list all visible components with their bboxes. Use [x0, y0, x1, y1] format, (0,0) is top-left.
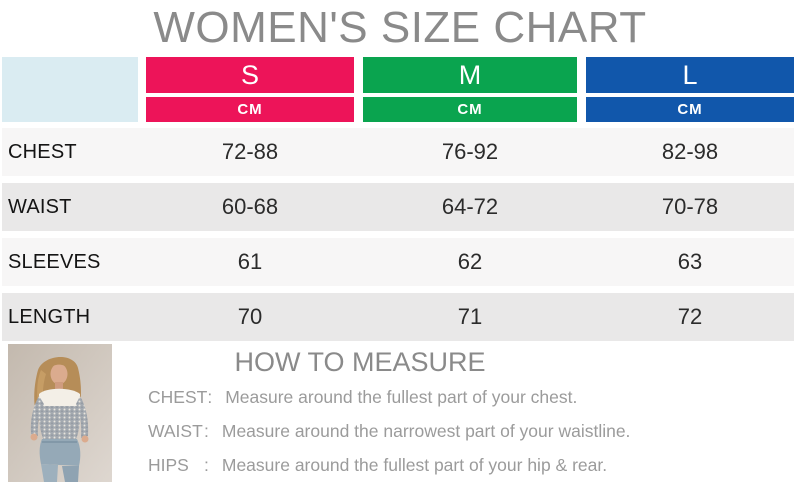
size-header-l: L: [586, 57, 794, 93]
length-value-s: 70: [237, 304, 263, 329]
size-table-header: S CM M CM L CM: [2, 57, 794, 122]
waist-value-s: 60-68: [221, 194, 279, 219]
row-label-length: LENGTH: [8, 305, 91, 328]
table-row-length: LENGTH 70 71 72: [2, 293, 794, 341]
page-title: WOMEN'S SIZE CHART: [153, 3, 647, 52]
measure-line-chest: CHEST: Measure around the fullest part of…: [148, 387, 577, 408]
measure-text-waist: Measure around the narrowest part of you…: [221, 421, 631, 441]
how-to-measure-heading: HOW TO MEASURE: [234, 347, 486, 377]
measure-label-hips: HIPS: [148, 455, 189, 475]
measure-colon: :: [204, 455, 209, 475]
header-column-m: M CM: [363, 57, 577, 122]
unit-header-l: CM: [586, 97, 794, 122]
measure-line-waist: WAIST: Measure around the narrowest part …: [148, 421, 630, 442]
length-value-m: 71: [457, 304, 483, 329]
row-label-chest: CHEST: [8, 140, 77, 163]
table-row-waist: WAIST 60-68 64-72 70-78: [2, 183, 794, 231]
sleeves-value-s: 61: [237, 249, 263, 274]
length-value-l: 72: [677, 304, 703, 329]
chest-value-l: 82-98: [661, 139, 719, 164]
size-header-s: S: [146, 57, 354, 93]
measure-text-chest: Measure around the fullest part of your …: [225, 387, 578, 407]
header-column-s: S CM: [146, 57, 354, 122]
measure-colon: :: [204, 421, 209, 441]
unit-header-s: CM: [146, 97, 354, 122]
sleeves-value-l: 63: [677, 249, 703, 274]
waist-value-m: 64-72: [441, 194, 499, 219]
chest-value-s: 72-88: [221, 139, 279, 164]
size-table: S CM M CM L CM CHEST 72-88 76-92 82-98 W…: [2, 57, 794, 341]
measure-text-hips: Measure around the fullest part of your …: [221, 455, 608, 475]
sleeves-value-m: 62: [457, 249, 483, 274]
measure-label-waist: WAIST: [148, 421, 203, 441]
chest-value-m: 76-92: [441, 139, 499, 164]
measure-label-chest: CHEST: [148, 387, 208, 407]
row-label-sleeves: SLEEVES: [8, 250, 101, 273]
table-row-sleeves: SLEEVES 61 62 63: [2, 238, 794, 286]
measure-line-hips: HIPS: Measure around the fullest part of …: [148, 455, 607, 476]
row-label-waist: WAIST: [8, 195, 72, 218]
measure-colon: :: [207, 387, 213, 407]
header-corner-cell: [2, 57, 138, 122]
header-column-l: L CM: [586, 57, 794, 122]
table-row-chest: CHEST 72-88 76-92 82-98: [2, 128, 794, 176]
model-photo: [8, 344, 112, 482]
size-header-m: M: [363, 57, 577, 93]
model-photo-illustration: [8, 344, 112, 482]
waist-value-l: 70-78: [661, 194, 719, 219]
unit-header-m: CM: [363, 97, 577, 122]
